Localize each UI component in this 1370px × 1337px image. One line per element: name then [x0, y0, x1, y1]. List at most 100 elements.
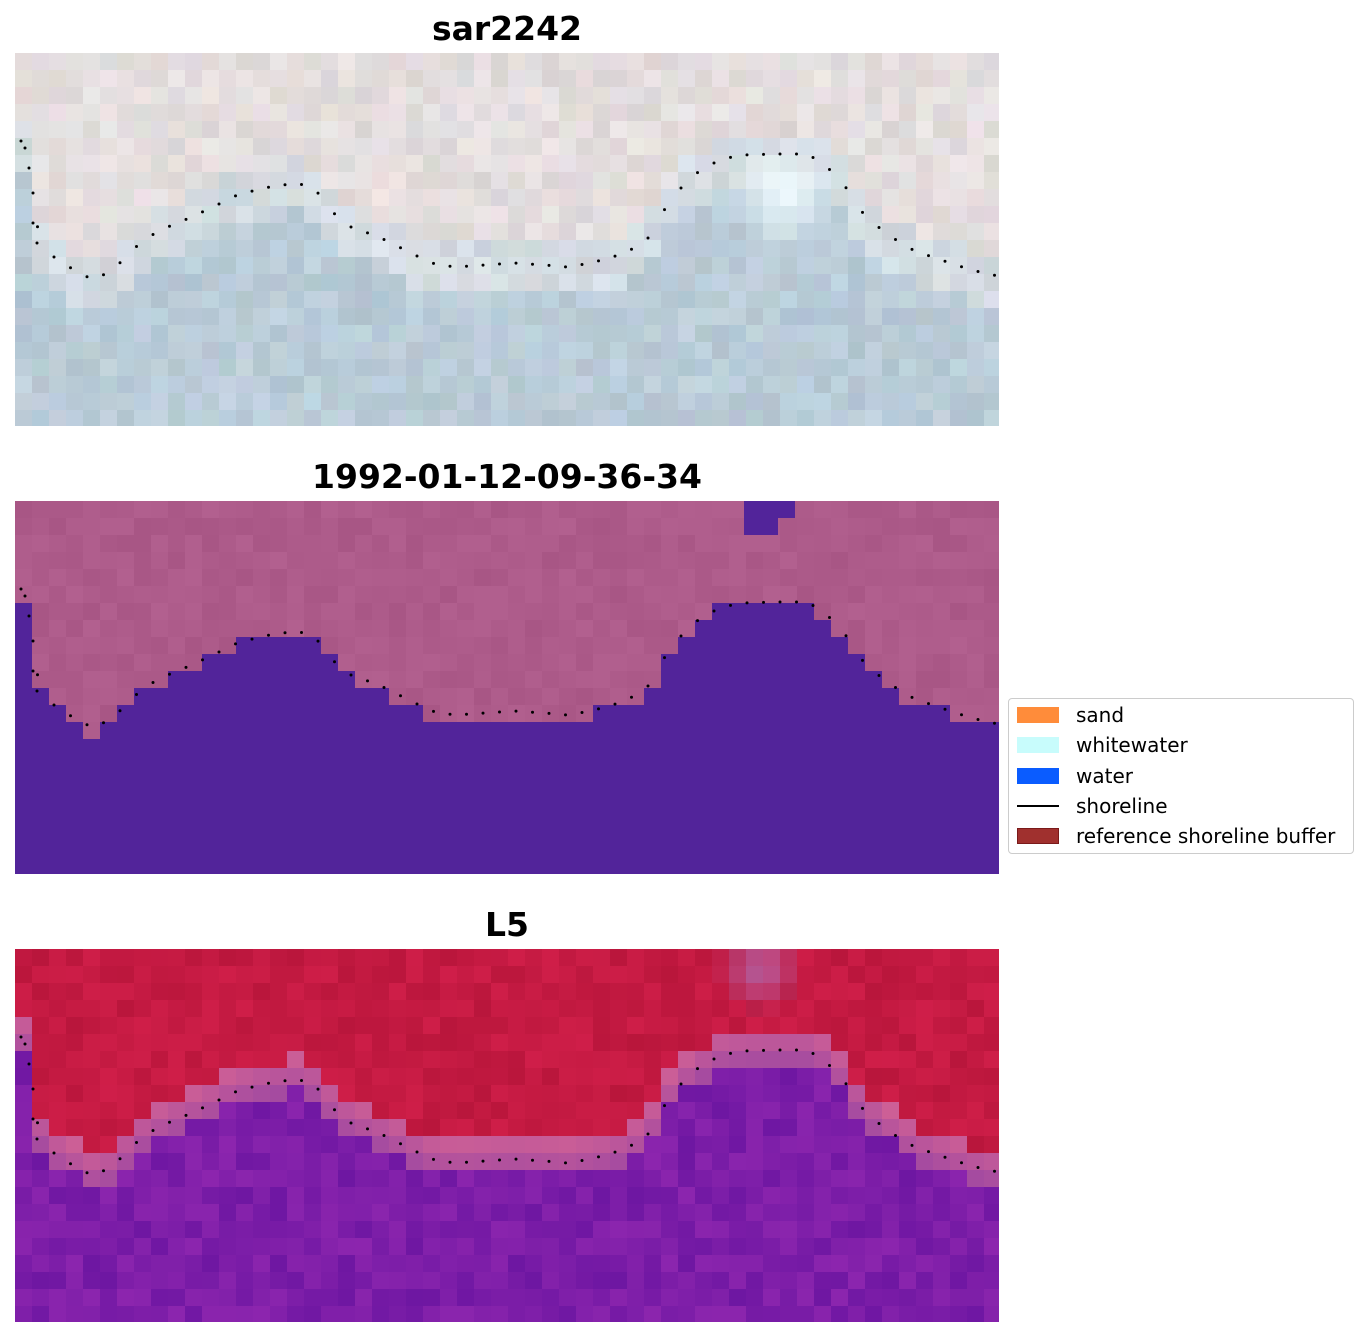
pixel [797, 1119, 814, 1136]
pixel [916, 138, 933, 155]
pixel [236, 257, 253, 274]
pixel [950, 189, 967, 206]
pixel [644, 1170, 661, 1187]
pixel [185, 325, 202, 342]
shoreline-point [316, 639, 320, 643]
pixel [542, 393, 559, 410]
shoreline-point [184, 1113, 188, 1117]
pixel [950, 535, 967, 552]
pixel [678, 274, 695, 291]
pixel [372, 1204, 389, 1221]
pixel [372, 53, 389, 70]
water-swatch [1017, 768, 1059, 784]
pixel [610, 949, 627, 966]
pixel [542, 552, 559, 569]
pixel [321, 1272, 338, 1289]
pixel [406, 376, 423, 393]
pixel [967, 1187, 984, 1204]
pixel [559, 53, 576, 70]
pixel [423, 53, 440, 70]
pixel [576, 949, 593, 966]
pixel [423, 1238, 440, 1255]
pixel [882, 654, 899, 671]
shoreline-point [580, 263, 584, 266]
pixel [899, 949, 916, 966]
pixel [389, 104, 406, 121]
pixel [882, 518, 899, 535]
pixel [202, 257, 219, 274]
pixel [338, 121, 355, 138]
pixel [678, 291, 695, 308]
pixel [117, 325, 134, 342]
pixel [185, 552, 202, 569]
pixel [780, 1306, 797, 1322]
pixel [967, 983, 984, 1000]
pixel [729, 1221, 746, 1238]
pixel [797, 535, 814, 552]
pixel [134, 393, 151, 410]
pixel [15, 1272, 32, 1289]
pixel [219, 1153, 236, 1170]
pixel [865, 518, 882, 535]
shoreline-point [69, 266, 72, 270]
pixel [355, 1136, 372, 1153]
pixel [219, 501, 236, 518]
pixel [304, 603, 321, 620]
pixel [746, 257, 763, 274]
pixel [797, 206, 814, 223]
pixel [168, 410, 185, 426]
pixel [831, 620, 848, 637]
pixel [304, 240, 321, 257]
pixel [967, 1221, 984, 1238]
pixel [440, 1272, 457, 1289]
pixel [576, 671, 593, 688]
pixel [406, 257, 423, 274]
pixel [151, 1034, 168, 1051]
pixel [984, 501, 999, 518]
pixel [49, 342, 66, 359]
pixel [763, 325, 780, 342]
pixel [253, 1255, 270, 1272]
pixel [593, 1306, 610, 1322]
pixel [831, 291, 848, 308]
pixel [491, 983, 508, 1000]
pixel [168, 1119, 185, 1136]
water-region [338, 671, 355, 874]
pixel [644, 552, 661, 569]
pixel [389, 1238, 406, 1255]
pixel [780, 206, 797, 223]
pixel [49, 1238, 66, 1255]
pixel [712, 70, 729, 87]
pixel [389, 1102, 406, 1119]
pixel [321, 257, 338, 274]
pixel [831, 1272, 848, 1289]
pixel [780, 240, 797, 257]
pixel [185, 949, 202, 966]
pixel [321, 1085, 338, 1102]
pixel [66, 1136, 83, 1153]
pixel [253, 603, 270, 620]
pixel [304, 1187, 321, 1204]
pixel [882, 206, 899, 223]
pixel [780, 949, 797, 966]
pixel [474, 949, 491, 966]
pixel [712, 569, 729, 586]
pixel [933, 410, 950, 426]
pixel [491, 671, 508, 688]
pixel [321, 1255, 338, 1272]
pixel [66, 308, 83, 325]
pixel [219, 535, 236, 552]
pixel [304, 138, 321, 155]
shoreline-point [52, 1151, 56, 1155]
pixel [882, 257, 899, 274]
pixel [542, 637, 559, 654]
pixel [236, 172, 253, 189]
pixel [66, 1068, 83, 1085]
pixel [355, 138, 372, 155]
rgb-image [15, 53, 999, 426]
pixel [134, 1136, 151, 1153]
pixel [134, 206, 151, 223]
pixel [967, 1306, 984, 1322]
pixel [202, 535, 219, 552]
pixel [219, 393, 236, 410]
